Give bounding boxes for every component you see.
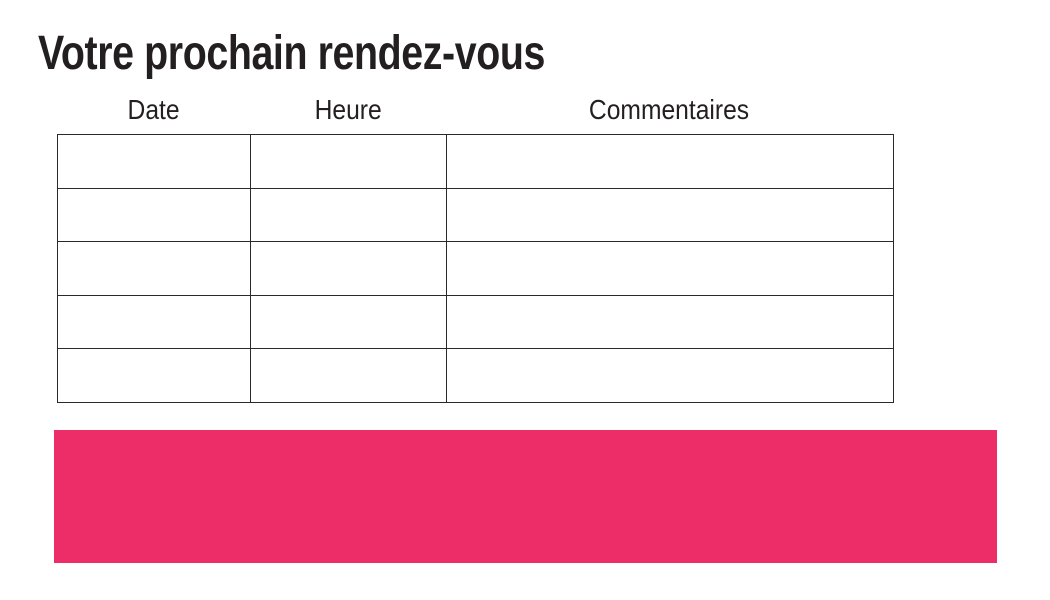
table-cell [446,348,894,403]
table-row [57,241,894,296]
table-cell [250,134,447,189]
table-cell [57,134,251,189]
table-cell [250,241,447,296]
column-header-date: Date [57,94,250,126]
table-row [57,294,894,350]
table-cell [57,294,251,350]
column-header-commentaires-label: Commentaires [589,94,750,125]
table-row [57,187,894,243]
column-header-heure: Heure [250,94,446,126]
column-header-commentaires: Commentaires [446,94,893,126]
appointments-table [57,134,894,403]
appointments-table-body [57,134,894,403]
table-cell [446,241,894,296]
table-cell [57,187,251,243]
accent-band [54,430,997,563]
table-cell [57,241,251,296]
table-row [57,134,894,189]
column-header-date-label: Date [127,94,180,125]
table-cell [446,187,894,243]
column-header-heure-label: Heure [314,94,382,125]
page-title: Votre prochain rendez-vous [38,27,545,80]
table-cell [250,294,447,350]
table-cell [57,348,251,403]
table-cell [250,187,447,243]
table-cell [250,348,447,403]
table-row [57,348,894,403]
table-cell [446,134,894,189]
table-cell [446,294,894,350]
